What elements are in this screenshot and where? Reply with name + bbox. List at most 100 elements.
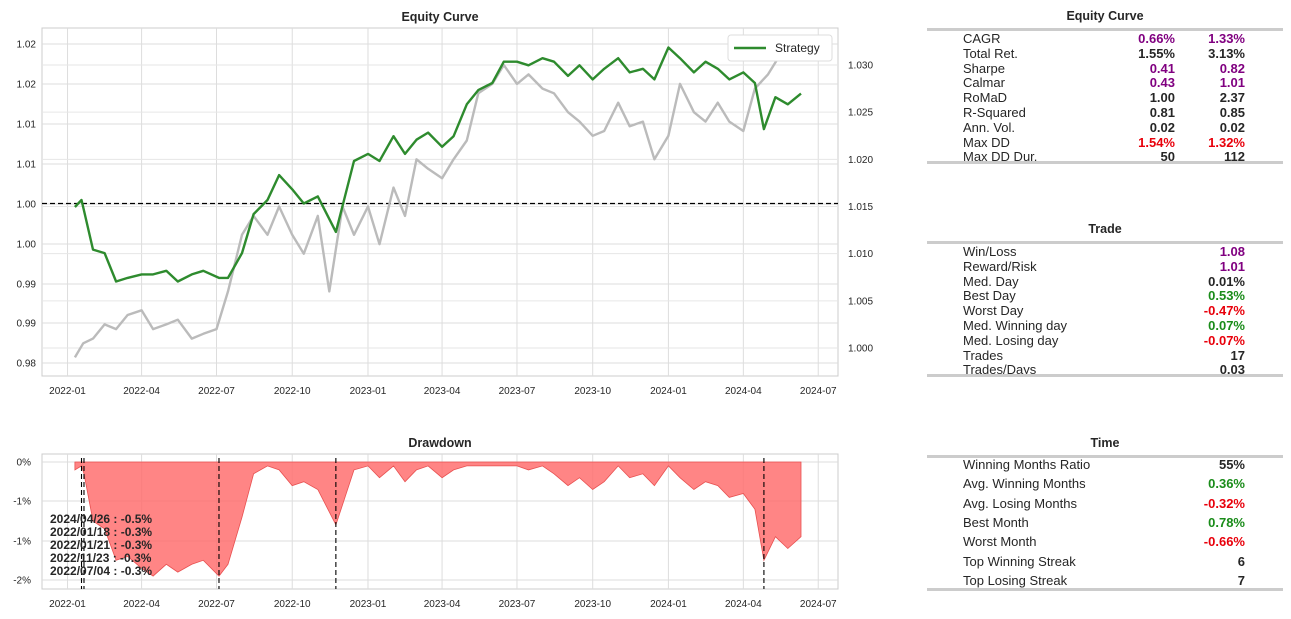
- stat-label: R-Squared: [963, 105, 1026, 120]
- stat-label: Calmar: [963, 75, 1005, 91]
- drawdown-title: Drawdown: [408, 436, 471, 450]
- stat-value-2: 17: [1230, 347, 1245, 363]
- y-tick-label-left: 1.01: [17, 120, 37, 131]
- stat-label: Med. Losing day: [963, 332, 1059, 348]
- stat-row: CAGR 0.66% 1.33%: [963, 31, 1245, 46]
- stat-value-2: 0.78%: [1208, 514, 1245, 530]
- stat-value-2: -0.07%: [1203, 332, 1245, 348]
- stat-value-2: 0.02: [1219, 119, 1245, 135]
- strategy-series-line: [74, 46, 802, 283]
- stat-label: Best Day: [963, 288, 1016, 304]
- table-rule: [927, 241, 1283, 244]
- equity-curve-chart: Equity Curve 2022-01 2022-04 2022-07 2022-1…: [17, 10, 874, 397]
- stat-value-1: 0.02: [1149, 119, 1175, 135]
- y-tick-label-right: 1.025: [848, 108, 873, 119]
- y-tick-label-left: 1.02: [17, 80, 37, 91]
- equity-table-title: Equity Curve: [1066, 9, 1144, 23]
- stat-value-2: -0.66%: [1203, 534, 1245, 550]
- x-tick-label: 2022-01: [49, 386, 86, 397]
- stat-value-1: 0.81: [1149, 105, 1175, 120]
- stat-row: Avg. Winning Months 0.36%: [963, 474, 1245, 493]
- stat-value-2: -0.32%: [1203, 495, 1245, 511]
- stat-label: Trades/Days: [963, 362, 1037, 378]
- stat-label: Trades: [963, 347, 1003, 363]
- stat-row: Max DD Dur. 50 112: [963, 149, 1245, 164]
- x-tick-label: 2022-10: [274, 386, 311, 397]
- y-tick-label-right: 1.000: [848, 344, 873, 355]
- stat-value-1: 1.54%: [1138, 134, 1175, 150]
- y-tick-label-left: 1.00: [17, 200, 37, 211]
- drawdown-annotation: 2022/01/21 : -0.3%: [50, 538, 152, 552]
- x-tick-label: 2022-10: [274, 599, 311, 610]
- y-tick-label: -2%: [13, 576, 31, 587]
- x-tick-label: 2023-07: [499, 386, 536, 397]
- stat-row: Total Ret. 1.55% 3.13%: [963, 46, 1245, 61]
- stat-label: Avg. Losing Months: [963, 495, 1077, 511]
- y-tick-label-right: 1.015: [848, 202, 873, 213]
- equity-plot-area: [41, 27, 839, 377]
- stat-value-2: 0.03: [1219, 362, 1245, 378]
- y-tick-label: 0%: [17, 458, 32, 469]
- stat-row: Med. Winning day 0.07%: [963, 318, 1245, 333]
- drawdown-annotation: 2022/11/23 : -0.3%: [50, 551, 152, 565]
- stat-row: Best Month 0.78%: [963, 513, 1245, 532]
- stat-label: RoMaD: [963, 90, 1008, 106]
- y-tick-label-left: 0.98: [17, 359, 37, 370]
- stat-row: Med. Losing day -0.07%: [963, 333, 1245, 348]
- stat-value-2: 0.07%: [1208, 318, 1245, 333]
- x-tick-label: 2024-01: [650, 386, 687, 397]
- stat-row: Top Winning Streak 6: [963, 552, 1245, 571]
- trade-table-title: Trade: [1088, 222, 1122, 236]
- table-rule: [927, 28, 1283, 31]
- stat-row: Med. Day 0.01%: [963, 274, 1245, 289]
- y-tick-label-left: 0.99: [17, 319, 37, 330]
- table-rule: [927, 588, 1283, 591]
- stat-value-1: 50: [1160, 149, 1175, 165]
- stat-value-2: 0.85: [1219, 105, 1245, 120]
- x-tick-label: 2024-04: [725, 386, 762, 397]
- stat-row: Worst Day -0.47%: [963, 303, 1245, 318]
- stat-label: Best Month: [963, 514, 1029, 530]
- drawdown-annotation: 2022/07/04 : -0.3%: [50, 564, 152, 578]
- x-tick-label: 2022-04: [123, 386, 160, 397]
- y-tick-label-right: 1.030: [848, 61, 873, 72]
- y-tick-label-left: 1.01: [17, 160, 37, 171]
- stat-value-2: 6: [1237, 553, 1245, 569]
- stat-value-1: 0.66%: [1138, 31, 1175, 46]
- x-tick-label: 2023-07: [499, 599, 536, 610]
- stat-value-2: 112: [1224, 149, 1245, 165]
- table-rule: [927, 374, 1283, 377]
- stat-label: Worst Month: [963, 534, 1037, 550]
- stat-row: Trades/Days 0.03: [963, 362, 1245, 377]
- drawdown-area: [74, 461, 802, 577]
- x-tick-label: 2022-07: [198, 599, 235, 610]
- stat-label: Med. Winning day: [963, 318, 1068, 333]
- y-tick-label-left: 1.00: [17, 240, 37, 251]
- x-tick-label: 2023-01: [350, 599, 387, 610]
- stat-value-1: 1.00: [1149, 90, 1175, 106]
- stat-label: Top Winning Streak: [963, 553, 1076, 569]
- stat-value-2: 0.82: [1219, 60, 1245, 76]
- stat-label: Med. Day: [963, 273, 1019, 289]
- stat-label: Reward/Risk: [963, 258, 1037, 274]
- x-tick-label: 2022-01: [49, 599, 86, 610]
- x-tick-label: 2023-01: [350, 386, 387, 397]
- y-tick-label-right: 1.010: [848, 249, 873, 260]
- stat-label: CAGR: [963, 31, 1001, 46]
- stat-label: Win/Loss: [963, 244, 1017, 259]
- stat-row: Worst Month -0.66%: [963, 532, 1245, 551]
- legend-label-strategy: Strategy: [775, 41, 820, 55]
- stat-row: Reward/Risk 1.01: [963, 259, 1245, 274]
- x-tick-label: 2024-07: [800, 386, 837, 397]
- x-tick-label: 2024-01: [650, 599, 687, 610]
- stat-row: Best Day 0.53%: [963, 288, 1245, 303]
- x-tick-label: 2023-10: [574, 599, 611, 610]
- stat-row: Calmar 0.43 1.01: [963, 75, 1245, 90]
- drawdown-chart: Drawdown 2022-01 2022-04 2022-07 2022-10 202…: [13, 436, 839, 610]
- stat-value-2: 7: [1237, 572, 1245, 588]
- stat-value-2: 3.13%: [1208, 45, 1245, 61]
- y-tick-label: -1%: [13, 537, 31, 548]
- stat-row: Trades 17: [963, 348, 1245, 363]
- y-tick-label-left: 1.02: [17, 40, 37, 51]
